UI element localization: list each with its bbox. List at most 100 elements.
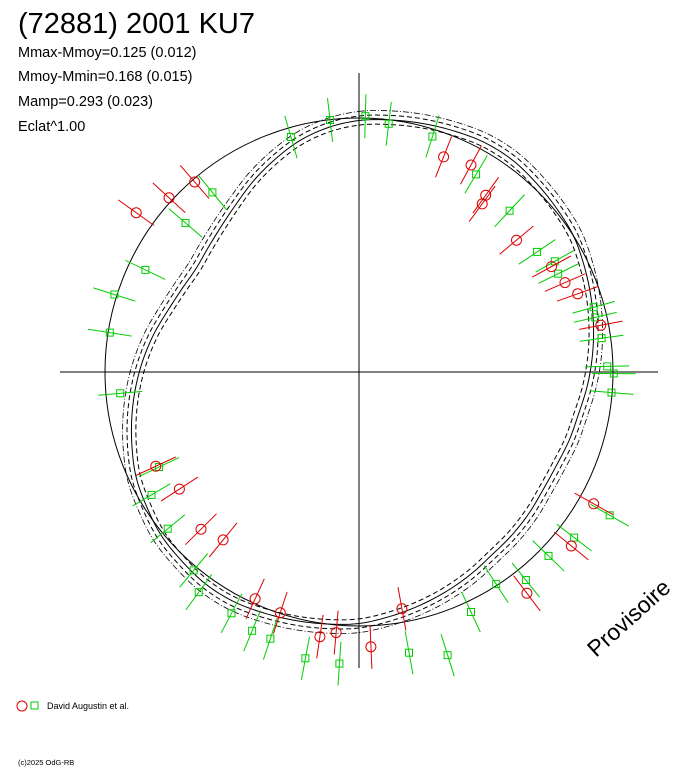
green-point-21	[116, 389, 125, 398]
green-point-10	[472, 170, 481, 179]
green-error-bar-1	[573, 311, 617, 323]
green-error-bar-32	[404, 630, 414, 675]
green-point-37	[544, 551, 553, 560]
red-point-1	[572, 288, 584, 300]
green-point-3	[603, 362, 612, 371]
green-error-bar-5	[589, 390, 634, 395]
green-error-bar-10	[464, 155, 488, 194]
red-point-21	[396, 603, 408, 615]
green-error-bar-39	[556, 523, 592, 552]
green-point-2	[597, 334, 606, 343]
green-error-bar-34	[461, 591, 481, 633]
green-error-bar-28	[243, 610, 261, 652]
red-point-2	[559, 277, 571, 289]
red-error-bar-7	[460, 145, 482, 185]
red-error-bar-0	[579, 320, 623, 330]
green-point-39	[570, 533, 579, 542]
legend-label: David Augustin et al.	[47, 701, 129, 711]
green-error-bar-23	[132, 483, 171, 507]
green-point-23	[147, 490, 156, 499]
red-point-8	[438, 151, 450, 163]
red-error-bar-8	[435, 136, 453, 178]
green-error-bar-20	[88, 328, 132, 337]
green-point-24	[163, 524, 172, 533]
green-point-18	[141, 265, 150, 274]
green-error-bar-11	[425, 115, 440, 158]
green-point-17	[181, 218, 190, 227]
green-error-bar-13	[364, 94, 367, 139]
green-point-28	[248, 626, 257, 635]
red-point-20	[365, 641, 377, 653]
green-error-bar-8	[518, 239, 556, 265]
green-point-32	[405, 648, 413, 657]
green-error-bar-15	[284, 115, 298, 159]
red-error-bar-24	[574, 492, 614, 516]
red-point-9	[163, 192, 175, 204]
green-point-1	[591, 313, 600, 322]
red-point-14	[195, 523, 207, 535]
green-error-bar-26	[185, 574, 213, 611]
green-point-9	[505, 206, 514, 215]
green-error-bar-7	[535, 249, 575, 273]
red-error-bar-21	[397, 587, 407, 631]
legend-green-marker	[30, 701, 39, 710]
red-point-16	[249, 593, 261, 605]
green-point-12	[384, 119, 393, 128]
red-error-bar-3	[531, 255, 572, 278]
green-error-bar-22	[138, 457, 180, 477]
red-point-18	[314, 631, 326, 643]
red-point-22	[521, 587, 533, 599]
red-point-10	[130, 207, 142, 219]
red-error-bar-19	[333, 610, 339, 655]
data-points	[88, 94, 636, 686]
green-error-bar-27	[220, 593, 243, 634]
green-point-30	[301, 654, 310, 663]
green-point-14	[326, 116, 334, 124]
red-error-bar-18	[316, 614, 324, 659]
red-error-bar-15	[208, 522, 238, 558]
green-point-19	[110, 290, 119, 299]
green-point-33	[443, 651, 452, 660]
red-point-7	[465, 159, 477, 171]
green-point-4	[609, 369, 618, 378]
green-point-27	[227, 609, 236, 618]
red-error-bar-2	[544, 273, 586, 292]
green-point-5	[607, 388, 616, 397]
red-point-24	[588, 498, 600, 510]
red-point-19	[330, 627, 342, 639]
green-error-bar-36	[511, 562, 540, 598]
green-error-bar-31	[337, 641, 342, 686]
green-point-15	[286, 133, 295, 141]
green-point-13	[361, 112, 370, 121]
green-error-bar-6	[538, 263, 579, 284]
green-error-bar-12	[385, 101, 392, 146]
green-point-36	[521, 576, 530, 584]
green-point-20	[105, 328, 114, 337]
green-point-0	[589, 303, 598, 312]
green-error-bar-30	[300, 636, 310, 680]
green-point-38	[605, 511, 614, 520]
red-error-bar-17	[272, 591, 288, 634]
green-point-26	[194, 588, 203, 597]
stat-line-3: Mamp=0.293 (0.023)	[18, 94, 153, 110]
green-point-25	[189, 566, 198, 575]
outer-envelope-curve	[122, 110, 604, 634]
green-error-bar-24	[150, 514, 186, 544]
red-point-4	[511, 234, 522, 246]
green-error-bar-25	[179, 553, 209, 588]
copyright-credit: (c)2025 OdG-RB	[18, 758, 74, 767]
red-error-bar-4	[499, 225, 534, 255]
green-error-bar-17	[168, 208, 203, 238]
red-point-6	[480, 189, 492, 201]
green-error-bar-3	[585, 365, 630, 368]
green-point-29	[266, 634, 275, 643]
red-error-bar-22	[513, 575, 541, 612]
green-error-bar-16	[198, 175, 227, 210]
stat-line-4: Eclat^1.00	[18, 119, 85, 135]
green-error-bar-14	[327, 98, 334, 142]
red-error-bar-13	[160, 476, 199, 502]
provisional-stamp: Provisoire	[582, 574, 675, 662]
chart-title: (72881) 2001 KU7	[18, 8, 255, 40]
green-error-bar-19	[93, 287, 136, 302]
